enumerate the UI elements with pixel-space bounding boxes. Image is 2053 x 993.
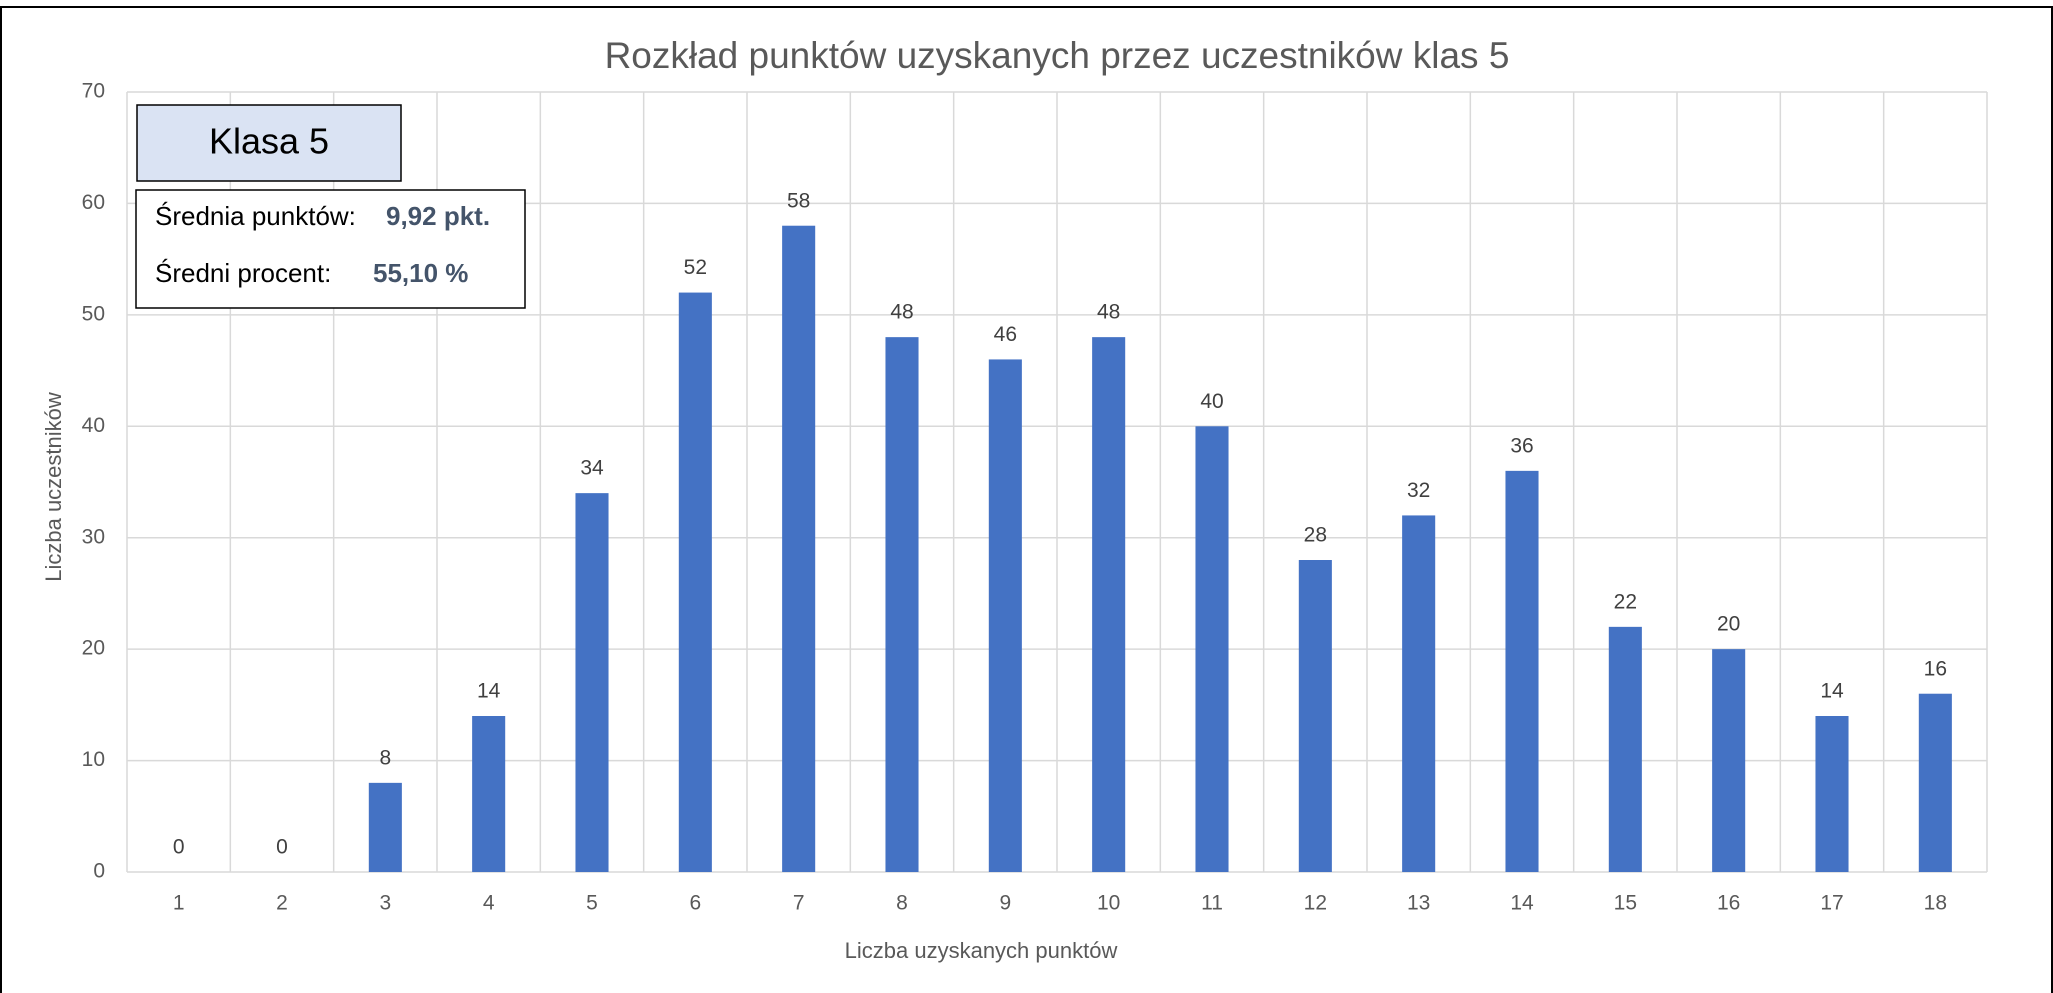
- x-tick-label: 9: [999, 892, 1011, 915]
- x-tick-label: 5: [586, 892, 598, 915]
- x-tick-label: 11: [1201, 892, 1223, 915]
- x-tick-label: 1: [173, 892, 185, 915]
- stats-box: [135, 189, 526, 309]
- bar: [1402, 515, 1436, 872]
- data-label: 0: [173, 836, 185, 859]
- x-axis-label: Liczba uzyskanych punktów: [845, 938, 1118, 963]
- x-tick-label: 7: [793, 892, 805, 915]
- x-tick-label: 14: [1510, 892, 1534, 915]
- y-tick-label: 10: [82, 748, 105, 771]
- bar: [782, 225, 816, 872]
- bar: [1712, 649, 1746, 872]
- mean-label: Średnia punktów:: [155, 201, 356, 231]
- x-tick-label: 4: [483, 892, 495, 915]
- data-label: 48: [1097, 301, 1120, 324]
- bar: [1505, 470, 1539, 872]
- x-tick-label: 15: [1614, 892, 1637, 915]
- data-label: 48: [890, 301, 913, 324]
- data-label: 8: [379, 746, 391, 769]
- bar: [1092, 337, 1126, 873]
- bar: [885, 337, 919, 873]
- data-label: 32: [1407, 479, 1430, 502]
- data-label: 0: [276, 836, 288, 859]
- chart-title: Rozkład punktów uzyskanych przez uczestn…: [605, 35, 1510, 76]
- bar: [1298, 560, 1332, 872]
- x-tick-label: 8: [896, 892, 908, 915]
- x-tick-label: 6: [689, 892, 701, 915]
- y-tick-label: 0: [93, 860, 105, 883]
- y-tick-label: 60: [82, 191, 105, 214]
- data-label: 22: [1614, 590, 1637, 613]
- bar: [472, 716, 506, 872]
- bar: [1608, 626, 1642, 872]
- class-title: Klasa 5: [209, 121, 329, 162]
- data-label: 36: [1510, 434, 1533, 457]
- data-label: 46: [994, 323, 1017, 346]
- percent-label: Średni procent:: [155, 258, 331, 288]
- x-tick-label: 18: [1924, 892, 1947, 915]
- y-tick-label: 20: [82, 637, 105, 660]
- bar: [1815, 716, 1849, 872]
- x-tick-label: 12: [1304, 892, 1327, 915]
- bar: [575, 493, 609, 872]
- x-tick-label: 10: [1097, 892, 1120, 915]
- bar: [678, 292, 712, 873]
- percent-value: 55,10 %: [373, 258, 468, 288]
- mean-value: 9,92 pkt.: [386, 201, 490, 231]
- x-tick-label: 17: [1820, 892, 1843, 915]
- y-tick-label: 30: [82, 525, 105, 548]
- bars: 1020384145346527588489461048114012281332…: [173, 189, 1952, 915]
- bar: [988, 359, 1022, 872]
- data-label: 14: [1820, 680, 1844, 703]
- y-axis-label: Liczba uczestników: [41, 392, 66, 582]
- data-label: 16: [1924, 657, 1947, 680]
- bar: [368, 782, 402, 872]
- data-label: 34: [580, 457, 604, 480]
- x-tick-label: 13: [1407, 892, 1430, 915]
- data-label: 40: [1200, 390, 1223, 413]
- bar: [1918, 693, 1952, 872]
- y-tick-label: 70: [82, 80, 105, 103]
- class-box: [136, 104, 402, 182]
- x-tick-label: 2: [276, 892, 288, 915]
- y-tick-label: 50: [82, 302, 105, 325]
- y-tick-label: 40: [82, 414, 105, 437]
- bar: [1195, 426, 1229, 872]
- x-tick-label: 16: [1717, 892, 1740, 915]
- data-label: 58: [787, 189, 810, 212]
- data-label: 20: [1717, 613, 1740, 636]
- data-label: 14: [477, 680, 501, 703]
- x-tick-label: 3: [379, 892, 391, 915]
- data-label: 52: [684, 256, 707, 279]
- data-label: 28: [1304, 524, 1327, 547]
